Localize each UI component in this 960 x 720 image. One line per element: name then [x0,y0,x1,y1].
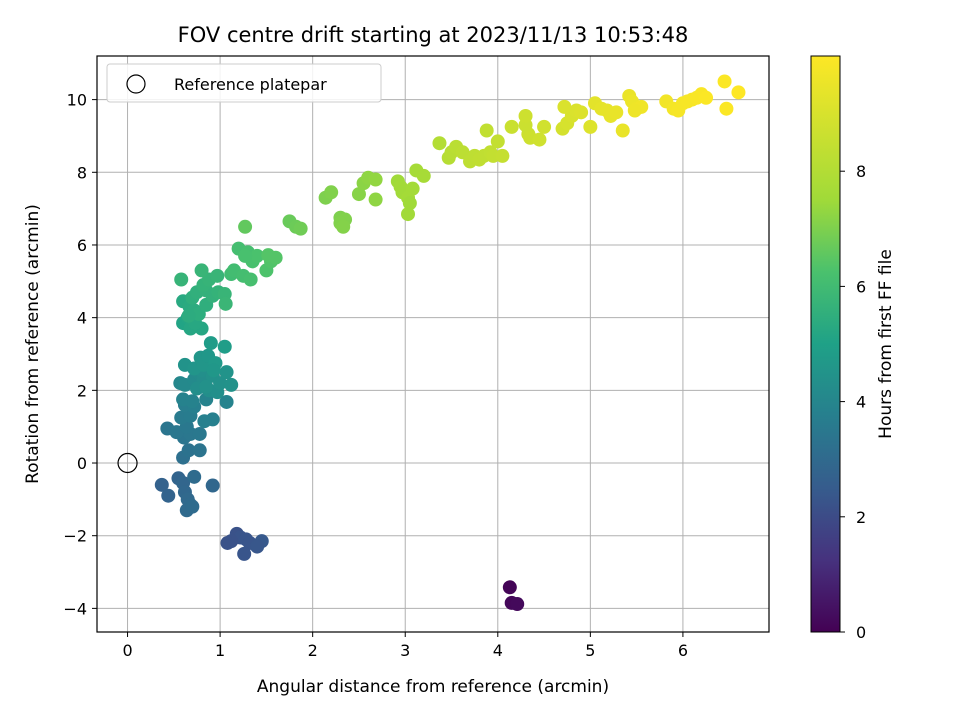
data-point [238,219,253,234]
data-point [731,85,746,100]
y-tick-label: 8 [77,163,87,182]
x-tick-label: 3 [400,641,410,660]
data-point [479,123,494,138]
x-axis-ticks: 0 1 2 3 4 5 6 [122,632,688,660]
x-axis-title: Angular distance from reference (arcmin) [257,677,609,697]
data-point [220,535,235,550]
data-point [510,597,525,612]
data-point [699,90,714,105]
data-point [224,377,239,392]
data-point [324,185,339,200]
legend-box [106,63,382,103]
data-points [117,74,746,612]
colorbar-tick-label: 4 [856,393,866,412]
data-point [532,132,547,147]
colorbar-tick-label: 0 [856,623,866,642]
data-point [490,134,505,149]
legend-label: Reference platepar [174,75,327,94]
y-axis-ticks: −4 −2 0 2 4 6 8 10 [63,91,97,618]
x-tick-label: 5 [585,641,595,660]
data-point [416,168,431,183]
data-point [627,103,642,118]
data-point [213,376,228,391]
y-tick-label: −4 [63,599,87,618]
legend-marker-icon [126,74,146,94]
y-tick-label: 10 [67,91,87,110]
data-point [192,426,207,441]
data-point [518,108,533,123]
colorbar-tick-label: 6 [856,277,866,296]
data-point [185,394,200,409]
data-point [210,268,225,283]
data-point [250,248,265,263]
data-point [401,207,416,222]
colorbar-ticks: 0 2 4 6 8 [840,162,866,642]
data-point [192,443,207,458]
data-point [174,272,189,287]
data-point [336,219,351,234]
data-point [199,379,214,394]
y-axis-title: Rotation from reference (arcmin) [23,204,43,484]
data-point [203,336,218,351]
data-point [368,172,383,187]
data-point [557,99,572,114]
data-point [218,296,233,311]
data-point [206,363,221,378]
x-tick-label: 0 [122,641,132,660]
data-point [197,414,212,429]
data-point [219,394,234,409]
data-point [181,308,196,323]
data-point [719,101,734,116]
plot-frame [96,55,770,633]
colorbar-tick-label: 8 [856,162,866,181]
data-point [237,546,252,561]
y-tick-label: 0 [77,454,87,473]
y-tick-label: 2 [77,381,87,400]
data-point [402,196,417,211]
data-point [187,469,202,484]
data-point [432,136,447,151]
data-point [574,105,589,120]
data-point [181,443,196,458]
x-tick-label: 1 [215,641,225,660]
reference-platepar-marker [117,452,138,474]
data-point [368,192,383,207]
chart-title: FOV centre drift starting at 2023/11/13 … [178,23,689,47]
data-point [502,580,517,595]
data-point [261,248,276,263]
legend: Reference platepar [106,63,382,103]
data-point [717,74,732,89]
data-point [205,478,220,493]
colorbar-tick-label: 2 [856,508,866,527]
data-point [405,181,420,196]
x-tick-label: 2 [308,641,318,660]
colorbar: 0 2 4 6 8 Hours from first FF file [810,55,896,642]
data-point [185,499,200,514]
y-tick-label: 6 [77,236,87,255]
data-point [615,123,630,138]
data-point [219,365,234,380]
y-tick-label: −2 [63,527,87,546]
data-point [154,477,169,492]
x-tick-label: 6 [678,641,688,660]
data-point [293,221,308,236]
y-tick-label: 4 [77,309,87,328]
data-point [250,539,265,554]
data-point [495,148,510,163]
data-point [504,119,519,134]
data-point [161,488,176,503]
data-point [194,263,209,278]
data-point [609,105,624,120]
data-point [351,187,366,202]
data-point [238,248,253,263]
data-point [583,119,598,134]
data-point [217,339,232,354]
colorbar-title: Hours from first FF file [876,249,896,439]
data-point [243,272,258,287]
colorbar-gradient [810,55,841,633]
data-point [537,119,552,134]
x-tick-label: 4 [493,641,503,660]
